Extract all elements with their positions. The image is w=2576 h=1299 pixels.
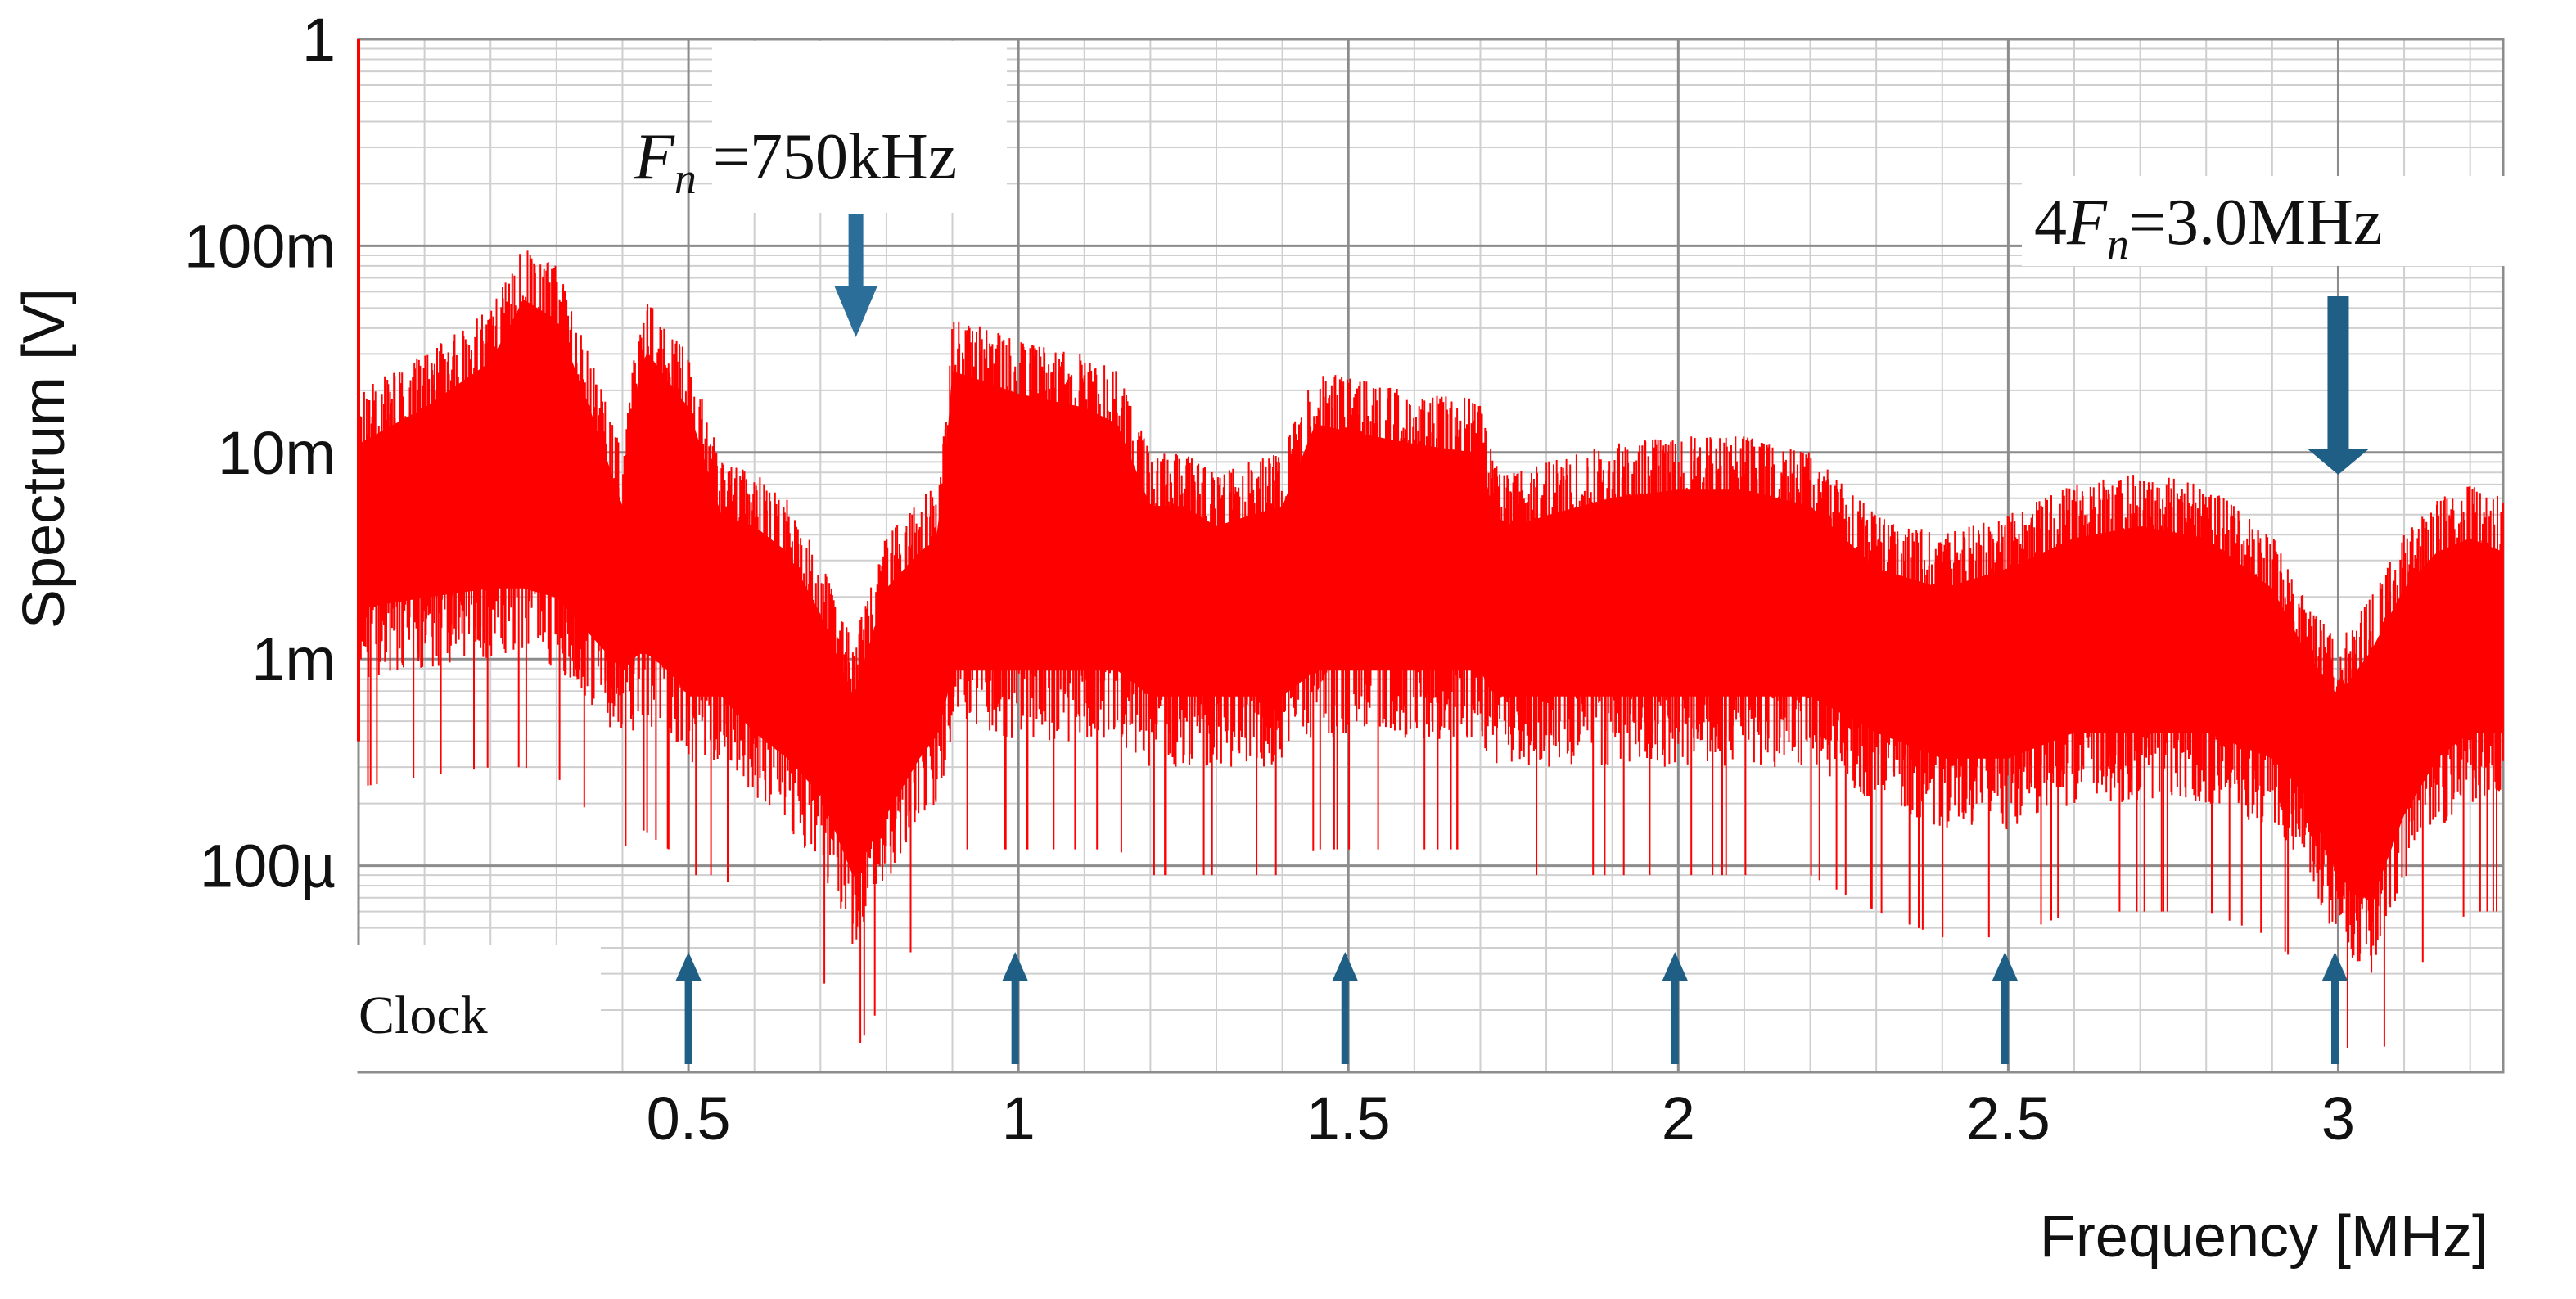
4fn-arrow-shaft	[2327, 296, 2349, 452]
clock-label-box	[355, 945, 601, 1071]
4fn-annotation-label: 4Fn=3.0MHz	[2034, 187, 2382, 268]
y-tick-label: 1	[302, 6, 336, 74]
clock-label: Clock	[359, 986, 488, 1045]
x-tick-label: 1	[1002, 1085, 1035, 1152]
fn-arrow-head	[834, 286, 877, 337]
y-tick-label: 10m	[218, 419, 336, 487]
clock-marker-arrowhead	[1332, 952, 1359, 981]
clock-band: Clock	[355, 945, 2348, 1071]
x-axis-ticks: 0.5 1 1.5 2 2.5 3	[647, 1085, 2355, 1152]
fn-arrow-shaft	[848, 214, 864, 288]
x-tick-label: 2.5	[1966, 1085, 2050, 1152]
plot-area	[357, 39, 2504, 1048]
clock-marker-arrowhead	[1002, 952, 1029, 981]
x-tick-label: 1.5	[1306, 1085, 1391, 1152]
4fn-arrow-head	[2307, 449, 2370, 475]
y-axis-label: Spectrum [V]	[11, 288, 77, 629]
clock-marker-arrowhead	[675, 952, 702, 981]
annotation-backdrop	[2022, 176, 2570, 266]
y-tick-label: 100m	[184, 212, 336, 280]
clock-marker-arrowhead	[1992, 952, 2019, 981]
x-tick-label: 3	[2321, 1085, 2355, 1152]
y-tick-label: 1m	[251, 625, 336, 693]
clock-marker-arrowhead	[2321, 952, 2348, 981]
x-axis-label: Frequency [MHz]	[2040, 1204, 2488, 1270]
y-tick-label: 100µ	[200, 832, 336, 900]
y-axis-ticks: 1 100m 10m 1m 100µ	[184, 6, 336, 900]
clock-marker-arrowhead	[1662, 952, 1689, 981]
annotation-backdrop	[712, 41, 1007, 213]
x-tick-label: 0.5	[647, 1085, 731, 1152]
fn-annotation-label: Fn =750kHz	[634, 121, 957, 203]
annotations: Fn =750kHz 4Fn=3.0MHz	[634, 41, 2570, 475]
x-tick-label: 2	[1662, 1085, 1695, 1152]
